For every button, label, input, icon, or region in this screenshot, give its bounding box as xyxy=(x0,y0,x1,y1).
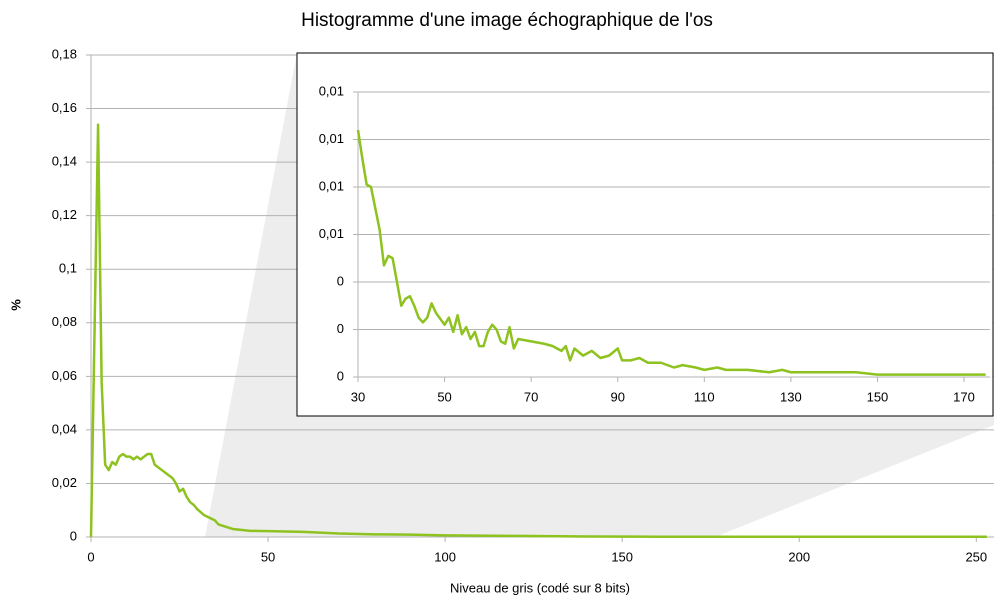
y-tick-label: 0 xyxy=(70,528,77,543)
y-tick-label: 0,12 xyxy=(52,207,77,222)
y-tick-label: 0,1 xyxy=(59,261,77,276)
chart-title: Histogramme d'une image échographique de… xyxy=(301,10,713,31)
inset-plot: 0 0 0 0,01 0,01 0,01 0,01 30 50 70 90 110 130 150 170 xyxy=(319,83,990,404)
y-tick-label: 0,01 xyxy=(319,226,344,241)
y-tick-label: 0,02 xyxy=(52,475,77,490)
y-tick-label: 0,04 xyxy=(52,421,77,436)
x-tick-label: 0 xyxy=(87,549,94,564)
x-tick-label: 30 xyxy=(351,389,365,404)
x-tick-label: 50 xyxy=(261,549,275,564)
x-tick-label: 150 xyxy=(867,389,889,404)
y-tick-label: 0,01 xyxy=(319,131,344,146)
x-tick-label: 50 xyxy=(437,389,451,404)
y-axis-title: % xyxy=(8,299,23,311)
data-line xyxy=(356,129,986,376)
x-axis-title: Niveau de gris (codé sur 8 bits) xyxy=(450,580,630,595)
x-tick-label: 90 xyxy=(610,389,624,404)
data-line xyxy=(89,123,987,538)
y-tick-label: 0,01 xyxy=(319,83,344,98)
x-tick-label: 100 xyxy=(434,549,456,564)
y-tick-label: 0 xyxy=(337,368,344,383)
y-tick-label: 0,01 xyxy=(319,178,344,193)
x-tick-label: 250 xyxy=(965,549,987,564)
y-tick-label: 0,16 xyxy=(52,100,77,115)
y-tick-label: 0 xyxy=(337,321,344,336)
y-tick-label: 0,08 xyxy=(52,314,77,329)
x-tick-label: 70 xyxy=(524,389,538,404)
y-tick-label: 0,06 xyxy=(52,368,77,383)
x-tick-label: 170 xyxy=(953,389,975,404)
x-tick-label: 150 xyxy=(611,549,633,564)
x-tick-label: 130 xyxy=(780,389,802,404)
y-tick-label: 0,18 xyxy=(52,46,77,61)
x-tick-label: 200 xyxy=(788,549,810,564)
y-tick-label: 0,14 xyxy=(52,154,77,169)
x-tick-label: 110 xyxy=(694,389,715,404)
y-tick-label: 0 xyxy=(337,273,344,288)
